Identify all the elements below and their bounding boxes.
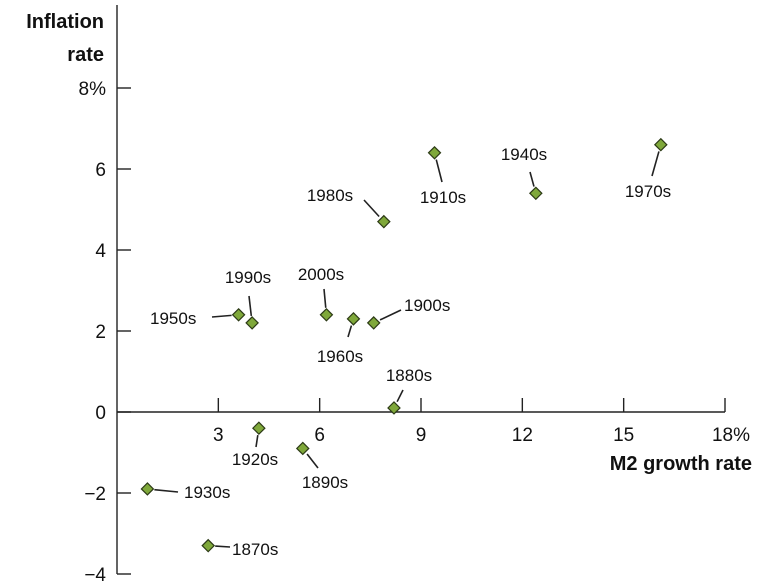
label-leader-lines	[154, 151, 660, 548]
data-point-1920s	[252, 421, 266, 436]
data-label-1990s: 1990s	[225, 268, 271, 287]
data-point-1890s	[295, 441, 310, 456]
leader-line-1920s	[255, 434, 259, 448]
data-point-1980s	[376, 214, 391, 229]
x-tick-label: 9	[416, 425, 427, 446]
leader-line-1980s	[363, 199, 380, 218]
data-point-1940s	[528, 186, 543, 201]
data-label-1920s: 1920s	[232, 450, 278, 469]
x-tick-label: 3	[213, 425, 224, 446]
leader-line-1960s	[347, 325, 353, 338]
data-point-1970s	[653, 137, 668, 152]
y-tick-label: 2	[95, 322, 106, 343]
y-tick-label: 0	[95, 403, 106, 424]
y-tick-label: −4	[84, 565, 106, 581]
y-tick-label: −2	[84, 484, 106, 505]
leader-line-2000s	[323, 288, 327, 308]
data-label-1960s: 1960s	[317, 347, 363, 366]
leader-line-1890s	[306, 453, 319, 469]
data-label-2000s: 2000s	[298, 265, 344, 284]
data-label-1890s: 1890s	[302, 473, 348, 492]
y-tick-label: 8%	[79, 79, 107, 100]
y-axis-title-line-2: rate	[67, 44, 104, 66]
data-point-1880s	[387, 401, 401, 415]
data-label-1910s: 1910s	[420, 188, 466, 207]
data-point-1930s	[140, 482, 155, 496]
y-axis-ticks: 8% 6 4 2 0 −2 −4	[79, 79, 131, 581]
data-label-1930s: 1930s	[184, 483, 230, 502]
y-tick-label: 4	[95, 241, 106, 262]
leader-line-1880s	[396, 389, 404, 403]
data-label-1900s: 1900s	[404, 296, 450, 315]
data-label-1950s: 1950s	[150, 309, 196, 328]
data-label-1940s: 1940s	[501, 145, 547, 164]
data-point-1960s	[346, 312, 361, 326]
data-point-1950s	[231, 307, 246, 322]
leader-line-1940s	[529, 171, 535, 187]
leader-line-1970s	[651, 151, 660, 177]
leader-line-1870s	[215, 545, 231, 548]
x-tick-label: 12	[512, 425, 533, 446]
x-tick-label: 18%	[712, 425, 750, 446]
y-axis-title-line-1: Inflation	[26, 11, 104, 33]
data-points	[140, 137, 668, 553]
data-point-1870s	[201, 538, 216, 553]
leader-line-1900s	[379, 309, 402, 321]
data-point-2000s	[319, 307, 334, 322]
x-axis-ticks: 3 6 9 12 15 18%	[213, 398, 750, 446]
data-label-1970s: 1970s	[625, 182, 671, 201]
data-point-1990s	[245, 316, 259, 330]
data-point-1900s	[366, 316, 381, 330]
data-label-1980s: 1980s	[307, 186, 353, 205]
leader-line-1950s	[211, 314, 232, 318]
x-axis-title: M2 growth rate	[610, 453, 752, 475]
leader-line-1910s	[435, 159, 443, 183]
y-tick-label: 6	[95, 160, 106, 181]
data-label-1880s: 1880s	[386, 366, 432, 385]
x-tick-label: 6	[314, 425, 325, 446]
leader-line-1990s	[248, 295, 253, 317]
x-tick-label: 15	[613, 425, 634, 446]
leader-line-1930s	[154, 488, 179, 493]
data-point-1910s	[427, 145, 442, 160]
data-label-1870s: 1870s	[232, 540, 278, 559]
